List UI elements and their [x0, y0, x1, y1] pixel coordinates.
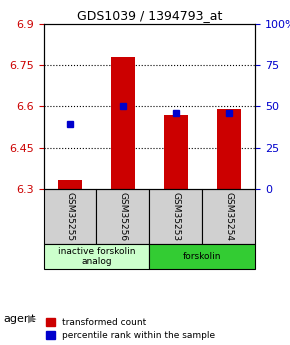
FancyBboxPatch shape [202, 189, 255, 244]
Text: forskolin: forskolin [183, 252, 222, 261]
FancyBboxPatch shape [96, 189, 149, 244]
Bar [164, 115, 188, 189]
Text: GSM35255: GSM35255 [66, 191, 75, 241]
Text: ▶: ▶ [28, 314, 36, 324]
Bar [217, 109, 241, 189]
Text: inactive forskolin
analog: inactive forskolin analog [58, 247, 135, 266]
Bar [111, 57, 135, 189]
FancyBboxPatch shape [149, 244, 255, 269]
Text: GSM35256: GSM35256 [118, 191, 127, 241]
Bar [58, 180, 82, 189]
Legend: transformed count, percentile rank within the sample: transformed count, percentile rank withi… [42, 314, 219, 344]
Text: GSM35253: GSM35253 [171, 191, 180, 241]
FancyBboxPatch shape [44, 189, 96, 244]
FancyBboxPatch shape [149, 189, 202, 244]
Title: GDS1039 / 1394793_at: GDS1039 / 1394793_at [77, 9, 222, 22]
Text: agent: agent [3, 314, 35, 324]
FancyBboxPatch shape [44, 244, 149, 269]
Text: GSM35254: GSM35254 [224, 191, 233, 240]
